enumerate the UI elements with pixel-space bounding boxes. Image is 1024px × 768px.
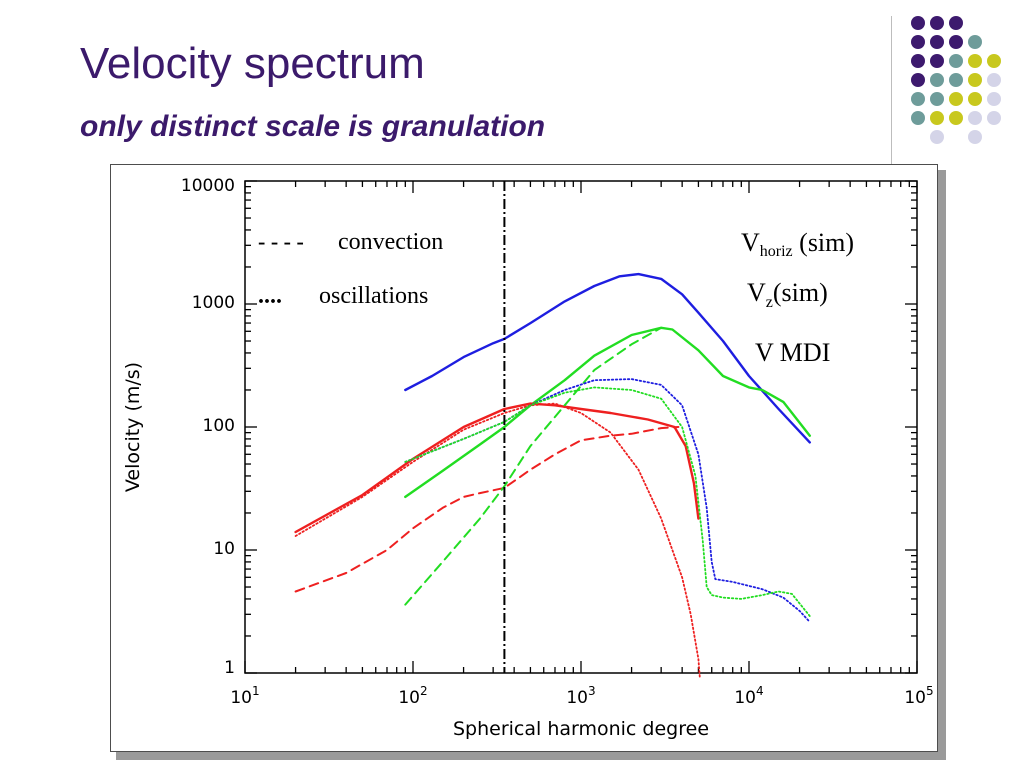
series-blue-solid-line xyxy=(404,272,811,444)
decor-dot-teal xyxy=(930,92,944,106)
decor-dot-purple xyxy=(911,73,925,87)
decor-dot-lavender xyxy=(987,73,1001,87)
y-tick-label-100: 100 xyxy=(203,416,235,436)
convection-legend-label: convection xyxy=(338,229,443,255)
decor-dot-lavender xyxy=(968,130,982,144)
slide-title: Velocity spectrum xyxy=(80,39,425,88)
x-tick-label-1: 101 xyxy=(230,684,259,708)
decor-dot-teal xyxy=(949,73,963,87)
series-green-dotted-line xyxy=(404,386,811,618)
decor-dot-purple xyxy=(949,16,963,30)
decor-dot-purple xyxy=(911,54,925,68)
decorative-divider xyxy=(891,16,892,164)
vhoriz-sim-label: Vhoriz (sim) xyxy=(741,228,854,260)
y-tick-label-10: 10 xyxy=(213,539,235,559)
decor-dot-lavender xyxy=(987,111,1001,125)
decor-dot-yellow xyxy=(987,54,1001,68)
decor-dot-lavender xyxy=(968,111,982,125)
convection-legend-symbol: - - - - xyxy=(258,229,304,254)
series-green-dashed-line xyxy=(404,326,663,606)
major-ticks xyxy=(244,180,918,674)
oscillations-legend-label: oscillations xyxy=(319,283,428,309)
x-tick-label-2: 102 xyxy=(398,684,427,708)
decor-dot-teal xyxy=(968,35,982,49)
decor-dot-lavender xyxy=(930,130,944,144)
series-layer xyxy=(294,272,811,680)
decor-dot-yellow xyxy=(930,111,944,125)
decor-dot-teal xyxy=(949,54,963,68)
decor-dot-teal xyxy=(930,73,944,87)
decor-dot-yellow xyxy=(968,54,982,68)
decor-dot-lavender xyxy=(987,92,1001,106)
series-blue-dotted-line xyxy=(404,378,811,623)
series-green-solid-line xyxy=(404,326,811,499)
decor-dot-yellow xyxy=(968,73,982,87)
series-red-solid-line xyxy=(294,402,700,534)
oscillations-legend-symbol: .... xyxy=(258,283,282,309)
y-tick-label-10000: 10000 xyxy=(181,176,235,196)
series-red-dotted-line xyxy=(294,402,701,680)
minor-ticks xyxy=(245,181,917,673)
y-tick-label-1: 1 xyxy=(224,658,235,678)
decor-dot-purple xyxy=(911,16,925,30)
x-tick-label-4: 104 xyxy=(734,684,763,708)
decor-dot-yellow xyxy=(949,92,963,106)
decor-dot-teal xyxy=(911,92,925,106)
decor-dot-yellow xyxy=(968,92,982,106)
x-tick-label-3: 103 xyxy=(566,684,595,708)
decor-dot-purple xyxy=(930,35,944,49)
y-tick-label-1000: 1000 xyxy=(192,293,235,313)
decor-dot-purple xyxy=(930,16,944,30)
velocity-spectrum-chart: 101 102 103 104 105 10000 1000 100 10 1 … xyxy=(122,176,934,740)
series-red-dashed-line xyxy=(294,426,680,593)
vz-sim-label: Vz(sim) xyxy=(747,278,828,311)
x-tick-label-5: 105 xyxy=(904,684,933,708)
slide-subtitle: only distinct scale is granulation xyxy=(80,110,546,143)
decor-dot-purple xyxy=(911,35,925,49)
decor-dot-purple xyxy=(930,54,944,68)
y-axis-title: Velocity (m/s) xyxy=(122,362,144,492)
decor-dot-purple xyxy=(949,35,963,49)
chart-frame: 101 102 103 104 105 10000 1000 100 10 1 … xyxy=(110,164,938,752)
decor-dot-teal xyxy=(911,111,925,125)
decor-dot-yellow xyxy=(949,111,963,125)
x-axis-title: Spherical harmonic degree xyxy=(453,718,709,740)
vmdi-label: V MDI xyxy=(755,338,830,367)
